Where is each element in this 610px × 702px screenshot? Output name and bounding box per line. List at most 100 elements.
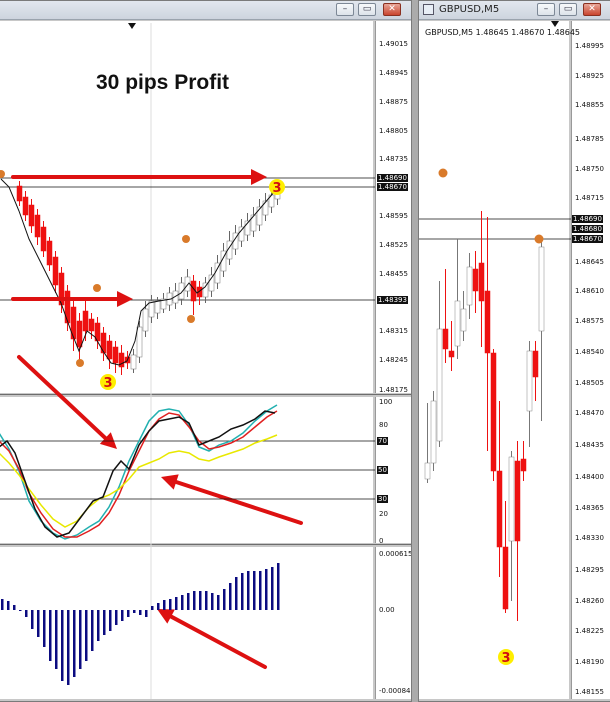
bull-candle bbox=[226, 240, 233, 260]
price-tick-label: 1.48435 bbox=[575, 441, 604, 449]
histogram-bar bbox=[145, 610, 148, 617]
bull-candle bbox=[148, 300, 155, 318]
close-button[interactable]: ✕ bbox=[583, 3, 601, 16]
price-tick-label: 1.48945 bbox=[379, 69, 408, 77]
signal-marker-orange bbox=[93, 284, 101, 292]
minimize-button[interactable]: – bbox=[537, 3, 555, 16]
bear-candle bbox=[16, 185, 23, 202]
close-button[interactable]: ✕ bbox=[383, 3, 401, 16]
minimize-button[interactable]: – bbox=[336, 3, 354, 16]
histogram-bar bbox=[109, 610, 112, 631]
bull-candle bbox=[154, 300, 161, 314]
bull-candle bbox=[508, 456, 515, 542]
right-chart-window[interactable]: GBPUSD,M5 – ▭ ✕ GBPUSD,M5 1.48645 1.4867… bbox=[418, 0, 610, 702]
bear-candle bbox=[82, 310, 89, 332]
histogram-bar bbox=[97, 610, 100, 641]
maximize-button[interactable]: ▭ bbox=[559, 3, 577, 16]
maximize-button[interactable]: ▭ bbox=[358, 3, 376, 16]
bull-candle bbox=[136, 326, 143, 358]
histogram-bar bbox=[37, 610, 40, 637]
price-tick-label: 1.48995 bbox=[575, 42, 604, 50]
price-scale[interactable] bbox=[375, 21, 411, 393]
oscillator-tick-label: 0 bbox=[379, 537, 384, 545]
histogram-bar bbox=[157, 603, 160, 610]
histogram-bar bbox=[25, 610, 28, 617]
bull-candle bbox=[238, 226, 245, 242]
bear-candle bbox=[472, 268, 479, 292]
right-window-titlebar[interactable]: GBPUSD,M5 – ▭ ✕ bbox=[419, 1, 610, 20]
oscillator-line-red bbox=[0, 410, 278, 538]
bear-candle bbox=[22, 196, 29, 216]
bear-candle bbox=[64, 290, 71, 324]
price-tick-label: 1.48855 bbox=[575, 101, 604, 109]
oscillator-tick-label: 20 bbox=[379, 510, 388, 518]
price-tick-label: 1.48295 bbox=[575, 566, 604, 574]
bear-candle bbox=[76, 320, 83, 348]
histogram-bar bbox=[217, 595, 220, 610]
chart-window-icon bbox=[423, 4, 434, 15]
arrow-entry-head bbox=[117, 291, 133, 307]
histogram-tick-label: 0.000615 bbox=[379, 550, 412, 558]
bear-candle bbox=[490, 352, 497, 472]
bear-candle bbox=[28, 204, 35, 227]
histogram-bar bbox=[115, 610, 118, 625]
oscillator-tick-label: 100 bbox=[379, 398, 393, 406]
bear-candle bbox=[70, 306, 77, 340]
signal-marker-yellow bbox=[269, 179, 285, 195]
price-tick-label: 1.48595 bbox=[379, 212, 408, 220]
histogram-bar bbox=[271, 567, 274, 610]
bear-candle bbox=[196, 286, 203, 298]
window-title: GBPUSD,M5 bbox=[439, 4, 500, 15]
bear-candle bbox=[514, 460, 521, 542]
price-tick-label: 1.48260 bbox=[575, 597, 604, 605]
price-tick-label: 1.48190 bbox=[575, 658, 604, 666]
histogram-bar bbox=[265, 569, 268, 610]
histogram-bar bbox=[55, 610, 58, 669]
level-tag: 70 bbox=[377, 437, 388, 445]
price-tag: 1.48690 bbox=[377, 174, 408, 182]
histogram-bar bbox=[67, 610, 70, 685]
price-tick-label: 1.48575 bbox=[575, 317, 604, 325]
histogram-bar bbox=[259, 571, 262, 610]
bear-candle bbox=[100, 332, 107, 354]
bull-candle bbox=[430, 400, 437, 464]
signal-marker-label: 3 bbox=[272, 181, 281, 196]
bull-candle bbox=[172, 290, 179, 304]
signal-marker-yellow bbox=[498, 649, 514, 665]
signal-marker-label: 3 bbox=[501, 651, 510, 666]
price-tag: 1.48690 bbox=[572, 215, 603, 223]
price-scale[interactable] bbox=[571, 21, 610, 699]
bull-candle bbox=[244, 220, 251, 236]
bear-candle bbox=[40, 226, 47, 252]
histogram-bar bbox=[175, 597, 178, 610]
bear-candle bbox=[448, 350, 455, 358]
bear-candle bbox=[484, 290, 491, 354]
bull-candle bbox=[436, 328, 443, 442]
histogram-tick-label: 0.00 bbox=[379, 606, 395, 614]
price-tick-label: 1.48330 bbox=[575, 534, 604, 542]
bear-candle bbox=[34, 214, 41, 238]
price-tick-label: 1.48455 bbox=[379, 270, 408, 278]
bear-candle bbox=[520, 458, 527, 472]
histogram-scale[interactable] bbox=[375, 547, 411, 699]
price-tag: 1.48670 bbox=[572, 235, 603, 243]
price-tag: 1.48670 bbox=[377, 183, 408, 191]
signal-marker-orange bbox=[76, 359, 84, 367]
right-chart-graphics: 3 bbox=[419, 21, 571, 666]
histogram-bar bbox=[199, 591, 202, 610]
level-tag: 30 bbox=[377, 495, 388, 503]
left-chart-graphics: 33 bbox=[0, 23, 375, 699]
histogram-bar bbox=[163, 600, 166, 610]
histogram-bar bbox=[31, 610, 34, 629]
chart-shift-marker bbox=[128, 23, 136, 29]
price-tick-label: 1.48805 bbox=[379, 127, 408, 135]
price-tick-label: 1.48715 bbox=[575, 194, 604, 202]
panel-divider[interactable] bbox=[0, 544, 411, 545]
histogram-bar bbox=[73, 610, 76, 677]
arrow-target-head bbox=[251, 169, 267, 185]
bear-candle bbox=[496, 470, 503, 548]
left-window-titlebar[interactable]: – ▭ ✕ bbox=[0, 1, 411, 20]
panel-divider[interactable] bbox=[0, 394, 411, 395]
price-panel[interactable] bbox=[0, 21, 373, 393]
